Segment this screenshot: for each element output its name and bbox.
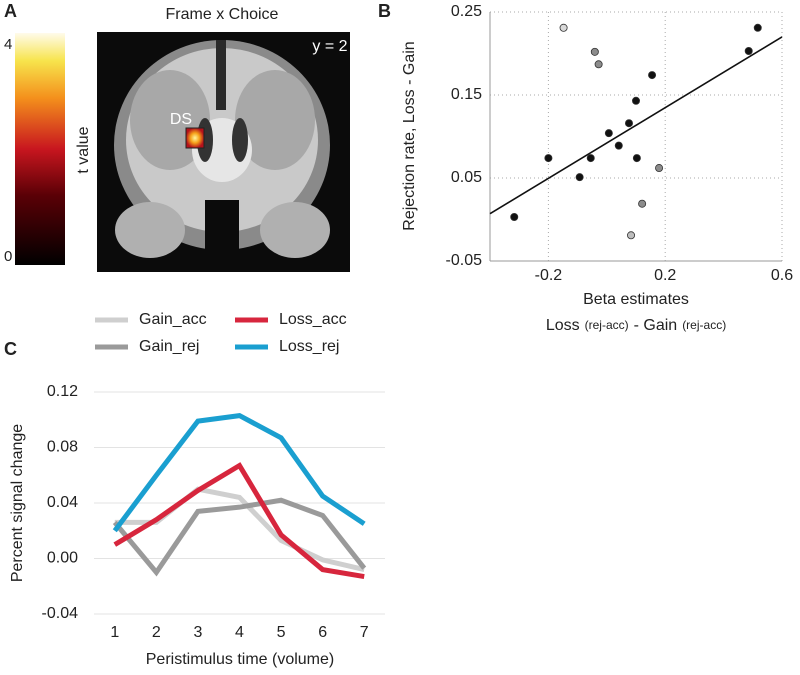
data-point — [586, 154, 595, 163]
x-tick-label: 5 — [277, 624, 286, 641]
data-point — [627, 231, 636, 240]
y-tick-label: 0.08 — [47, 439, 78, 456]
series-line — [113, 462, 365, 580]
y-tick-label: 0.25 — [451, 3, 482, 20]
x-tick-label: 2 — [152, 624, 161, 641]
panel-title: Frame x Choice — [166, 6, 279, 23]
colorbar-tick-label: 4 — [4, 36, 12, 53]
panel-label: C — [4, 339, 17, 359]
data-point — [632, 154, 641, 163]
x-tick-label: -0.2 — [535, 267, 563, 284]
brain-image — [97, 32, 350, 272]
x-tick-label: 4 — [235, 624, 244, 641]
y-tick-label: 0.05 — [451, 169, 482, 186]
x-tick-label: 1 — [110, 624, 119, 641]
data-point — [604, 129, 613, 138]
legend-label: Gain_acc — [139, 311, 207, 328]
data-point — [559, 23, 568, 32]
data-point — [624, 119, 633, 128]
y-tick-label: 0.00 — [47, 550, 78, 567]
series-line — [112, 413, 366, 533]
data-point — [655, 164, 664, 173]
colorbar — [15, 33, 65, 265]
x-axis-label-part: - Gain — [634, 317, 678, 334]
data-point — [753, 23, 762, 32]
fit-line — [489, 36, 783, 215]
x-axis-label-part: (rej-acc) — [682, 318, 726, 332]
y-tick-label: 0.12 — [47, 383, 78, 400]
y-tick-label: -0.04 — [42, 605, 79, 622]
panel-label: A — [4, 1, 17, 21]
panel-label: B — [378, 1, 391, 21]
annotation: y = 2 — [312, 38, 347, 55]
data-point — [744, 47, 753, 56]
annotation: DS — [170, 111, 192, 128]
x-axis-label-part: Loss — [546, 317, 580, 334]
data-point — [632, 96, 641, 105]
colorbar-tick-label: 0 — [4, 248, 12, 265]
data-point — [614, 141, 623, 150]
data-point — [510, 213, 519, 222]
data-point — [544, 154, 553, 163]
x-axis-label: Loss (rej-acc) - Gain (rej-acc) — [546, 317, 726, 334]
legend-label: Loss_rej — [279, 338, 339, 355]
x-tick-label: 3 — [193, 624, 202, 641]
legend-label: Loss_acc — [279, 311, 347, 328]
x-axis-label-part: (rej-acc) — [585, 318, 629, 332]
x-tick-label: 6 — [318, 624, 327, 641]
x-axis-label: Beta estimates — [583, 291, 689, 308]
x-tick-label: 7 — [360, 624, 369, 641]
data-point — [590, 47, 599, 56]
data-point — [575, 173, 584, 182]
x-tick-label: 0.6 — [771, 267, 793, 284]
x-tick-label: 0.2 — [654, 267, 676, 284]
data-point — [594, 60, 603, 69]
x-axis-label: Peristimulus time (volume) — [146, 651, 334, 668]
y-axis-label: Rejection rate, Loss - Gain — [401, 41, 418, 230]
data-point — [638, 199, 647, 208]
series-line — [112, 497, 367, 577]
data-point — [648, 71, 657, 80]
y-tick-label: 0.04 — [47, 494, 78, 511]
legend-label: Gain_rej — [139, 338, 199, 355]
y-tick-label: 0.15 — [451, 86, 482, 103]
y-axis-label: Percent signal change — [9, 424, 26, 582]
colorbar-label: t value — [75, 126, 92, 173]
y-tick-label: -0.05 — [446, 252, 483, 269]
